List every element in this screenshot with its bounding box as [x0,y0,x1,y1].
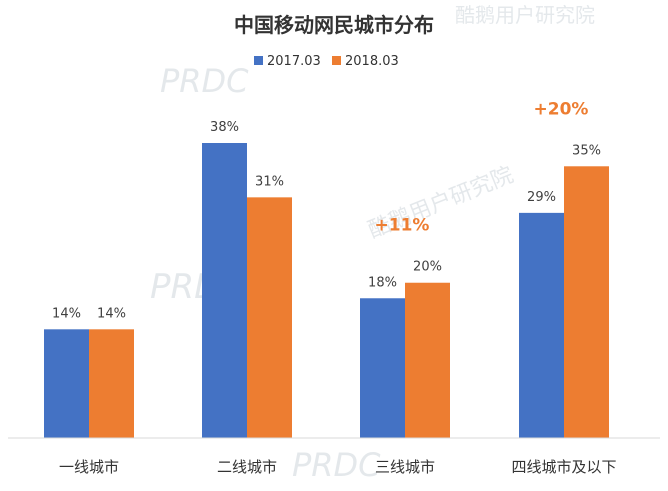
bar-2018-03-2 [405,282,450,438]
bar-2018-03-0 [89,329,134,438]
value-label: 31% [255,174,284,189]
value-label: 35% [572,143,601,158]
category-label: 四线城市及以下 [511,458,616,476]
category-label: 二线城市 [217,458,277,476]
value-label: 20% [413,260,442,275]
legend-swatch [332,56,341,65]
growth-annotation: +11% [375,216,430,236]
watermark-text: PRDC [160,62,249,100]
labels-group: 14% 14% 一线城市 38% 31% 二线城市 18% 20% 三线城市 29% 35% 四线城市… [52,99,616,476]
legend: 2017.03 2018.03 [254,54,399,69]
value-label: 14% [97,306,126,321]
bar-2017-03-1 [202,143,247,438]
bar-2017-03-3 [519,212,564,438]
value-label: 14% [52,306,81,321]
category-label: 三线城市 [375,458,435,476]
legend-label: 2018.03 [345,54,399,69]
bar-2017-03-2 [360,298,405,438]
bar-2017-03-0 [44,329,89,438]
watermark-text: 酷鹅用户研究院 [455,3,595,27]
bar-2018-03-3 [564,166,609,438]
category-label: 一线城市 [59,458,119,476]
growth-annotation: +20% [534,99,589,119]
value-label: 18% [368,275,397,290]
bars-group [44,143,609,438]
chart-title: 中国移动网民城市分布 [234,13,434,37]
value-label: 29% [527,190,556,205]
legend-label: 2017.03 [267,54,321,69]
legend-swatch [254,56,263,65]
bar-2018-03-1 [247,197,292,438]
watermark-text: PRDC [292,446,381,484]
value-label: 38% [210,120,239,135]
